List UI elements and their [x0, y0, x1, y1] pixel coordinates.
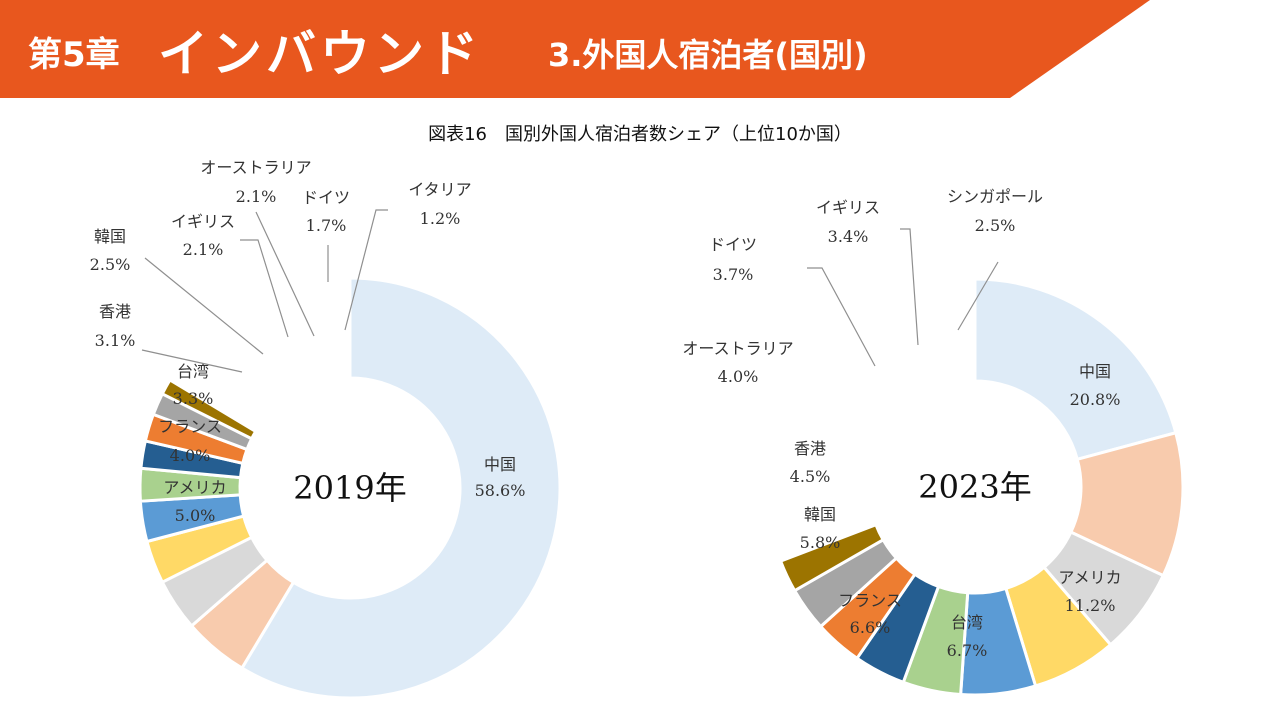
- chapter-label: 第5章: [28, 35, 120, 75]
- donut-1-label-7: イギリス: [171, 212, 235, 231]
- donut-1-label-6: 韓国: [94, 227, 126, 246]
- donut-2-label-3: 台湾: [951, 613, 983, 632]
- donut-1-value-4: 3.3%: [173, 389, 214, 408]
- donut-2-leader-line-10: [957, 261, 999, 331]
- donut-1-label-9: ドイツ: [302, 188, 350, 207]
- donut-1-value-5: 3.1%: [95, 331, 136, 350]
- donut-1-value-7: 2.1%: [183, 240, 224, 259]
- donut-2-label-7: オーストラリア: [682, 339, 793, 358]
- header-band: [0, 0, 1150, 98]
- donut-1-value-8: 2.1%: [236, 187, 277, 206]
- donut-1-leader-line-10: [344, 209, 388, 331]
- donut-1-leader-line-6: [144, 257, 264, 355]
- donut-1-value-6: 2.5%: [90, 255, 131, 274]
- donut-2-value-10: 2.5%: [975, 216, 1016, 235]
- donut-1-slice-10: [160, 377, 258, 441]
- donut-1-center-label: 2019年: [293, 469, 406, 507]
- donut-1-value-1: 58.6%: [475, 481, 526, 500]
- donut-1-leader-line-5: [141, 349, 243, 373]
- donut-2-label-10: シンガポール: [947, 187, 1043, 206]
- donut-2-label-6: 香港: [794, 439, 826, 458]
- donut-2-label-9: イギリス: [816, 198, 880, 217]
- donut-2-value-5: 5.8%: [800, 533, 841, 552]
- donut-1-label-1: 中国: [484, 455, 516, 474]
- donut-1-label-10: イタリア: [408, 180, 471, 199]
- donut-2-value-7: 4.0%: [718, 367, 759, 386]
- donut-2-label-1: 中国: [1079, 362, 1111, 381]
- donut-2-value-4: 6.6%: [850, 618, 891, 637]
- donut-1-value-2: 5.0%: [175, 506, 216, 525]
- donut-1-label-4: 台湾: [177, 362, 209, 381]
- donut-1-label-5: 香港: [99, 302, 131, 321]
- donut-2-label-8: ドイツ: [709, 235, 757, 254]
- figure-title: 図表16 国別外国人宿泊者数シェア（上位10か国）: [428, 124, 852, 145]
- donut-2-slice-1: [973, 277, 1178, 462]
- donut-2-label-2: アメリカ: [1058, 568, 1121, 587]
- donut-2-center-label: 2023年: [918, 468, 1031, 506]
- donut-1-label-2: アメリカ: [163, 478, 226, 497]
- donut-2-value-2: 11.2%: [1065, 596, 1116, 615]
- donut-1-label-8: オーストラリア: [200, 158, 311, 177]
- donut-2-value-3: 6.7%: [947, 641, 988, 660]
- chapter-name: インバウンド: [158, 25, 482, 83]
- donut-1-value-3: 4.0%: [170, 446, 211, 465]
- donut-1-leader-line-8: [255, 211, 315, 337]
- donut-1-slice-1: [239, 276, 562, 700]
- donut-2-leader-line-9: [900, 228, 919, 346]
- donut-2-value-8: 3.7%: [713, 265, 754, 284]
- donut-2-slice-10: [778, 522, 886, 593]
- donut-1-leader-line-7: [240, 239, 289, 338]
- donut-1-value-9: 1.7%: [306, 216, 347, 235]
- donut-1-value-10: 1.2%: [420, 209, 461, 228]
- donut-2-leader-line-8: [807, 267, 876, 367]
- donut-2-label-5: 韓国: [804, 505, 836, 524]
- donut-1-label-3: フランス: [158, 417, 222, 436]
- section-title: 3.外国人宿泊者(国別): [548, 36, 868, 74]
- donut-2-label-4: フランス: [838, 591, 902, 610]
- donut-2-value-1: 20.8%: [1070, 390, 1121, 409]
- donut-2-value-6: 4.5%: [790, 467, 831, 486]
- donut-2-value-9: 3.4%: [828, 227, 869, 246]
